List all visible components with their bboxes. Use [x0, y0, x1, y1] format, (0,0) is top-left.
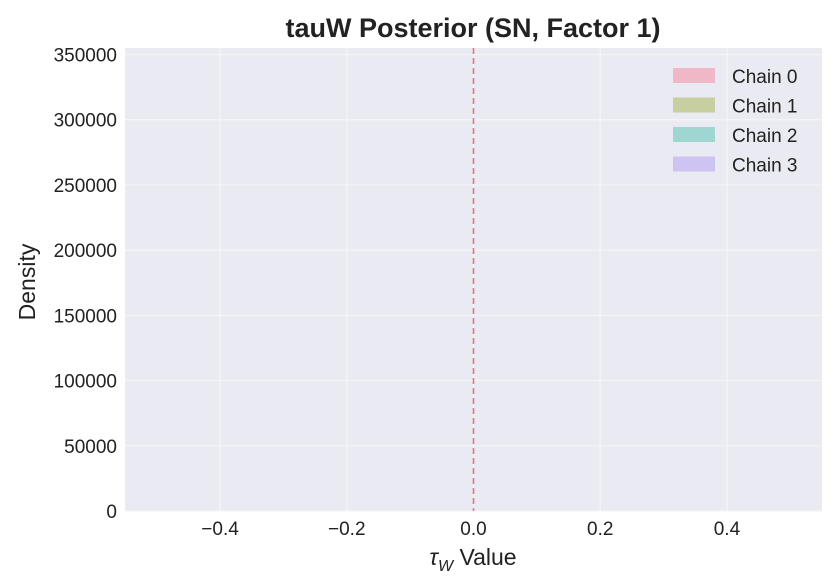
x-axis-label-subscript: W: [438, 558, 455, 575]
legend-swatch: [673, 127, 715, 142]
y-tick-label: 100000: [54, 372, 117, 393]
x-tick-label: 0.4: [714, 519, 741, 540]
y-tick-label: 200000: [54, 241, 117, 262]
x-tick-label: −0.2: [328, 519, 366, 540]
x-tick-label: 0.2: [587, 519, 613, 540]
y-tick-label: 350000: [54, 46, 117, 67]
y-tick-label: 250000: [54, 176, 117, 197]
legend-swatch: [673, 68, 715, 83]
y-tick-label: 0: [106, 502, 117, 523]
legend-swatch: [673, 156, 715, 172]
legend-swatch: [673, 97, 715, 113]
legend-label: Chain 2: [732, 126, 798, 147]
y-tick-label: 300000: [54, 111, 117, 132]
chart-title: tauW Posterior (SN, Factor 1): [285, 13, 660, 43]
y-tick-label: 150000: [54, 306, 117, 327]
y-tick-label: 50000: [64, 437, 117, 458]
x-axis-label-symbol: τ: [429, 544, 439, 570]
legend: Chain 0 Chain 1 Chain 2 Chain 3: [673, 67, 798, 177]
legend-label: Chain 3: [732, 156, 798, 177]
y-axis-ticks: 0 50000 100000 150000 200000 250000 300000 3500…: [54, 46, 117, 523]
x-axis-label: τW Value: [429, 544, 516, 575]
x-tick-label: 0.0: [460, 519, 486, 540]
legend-label: Chain 0: [732, 67, 798, 88]
y-axis-label: Density: [14, 243, 40, 320]
x-axis-ticks: −0.4 −0.2 0.0 0.2 0.4: [201, 519, 740, 540]
x-tick-label: −0.4: [201, 519, 239, 540]
x-axis-label-rest: Value: [453, 544, 517, 570]
legend-label: Chain 1: [732, 97, 798, 118]
